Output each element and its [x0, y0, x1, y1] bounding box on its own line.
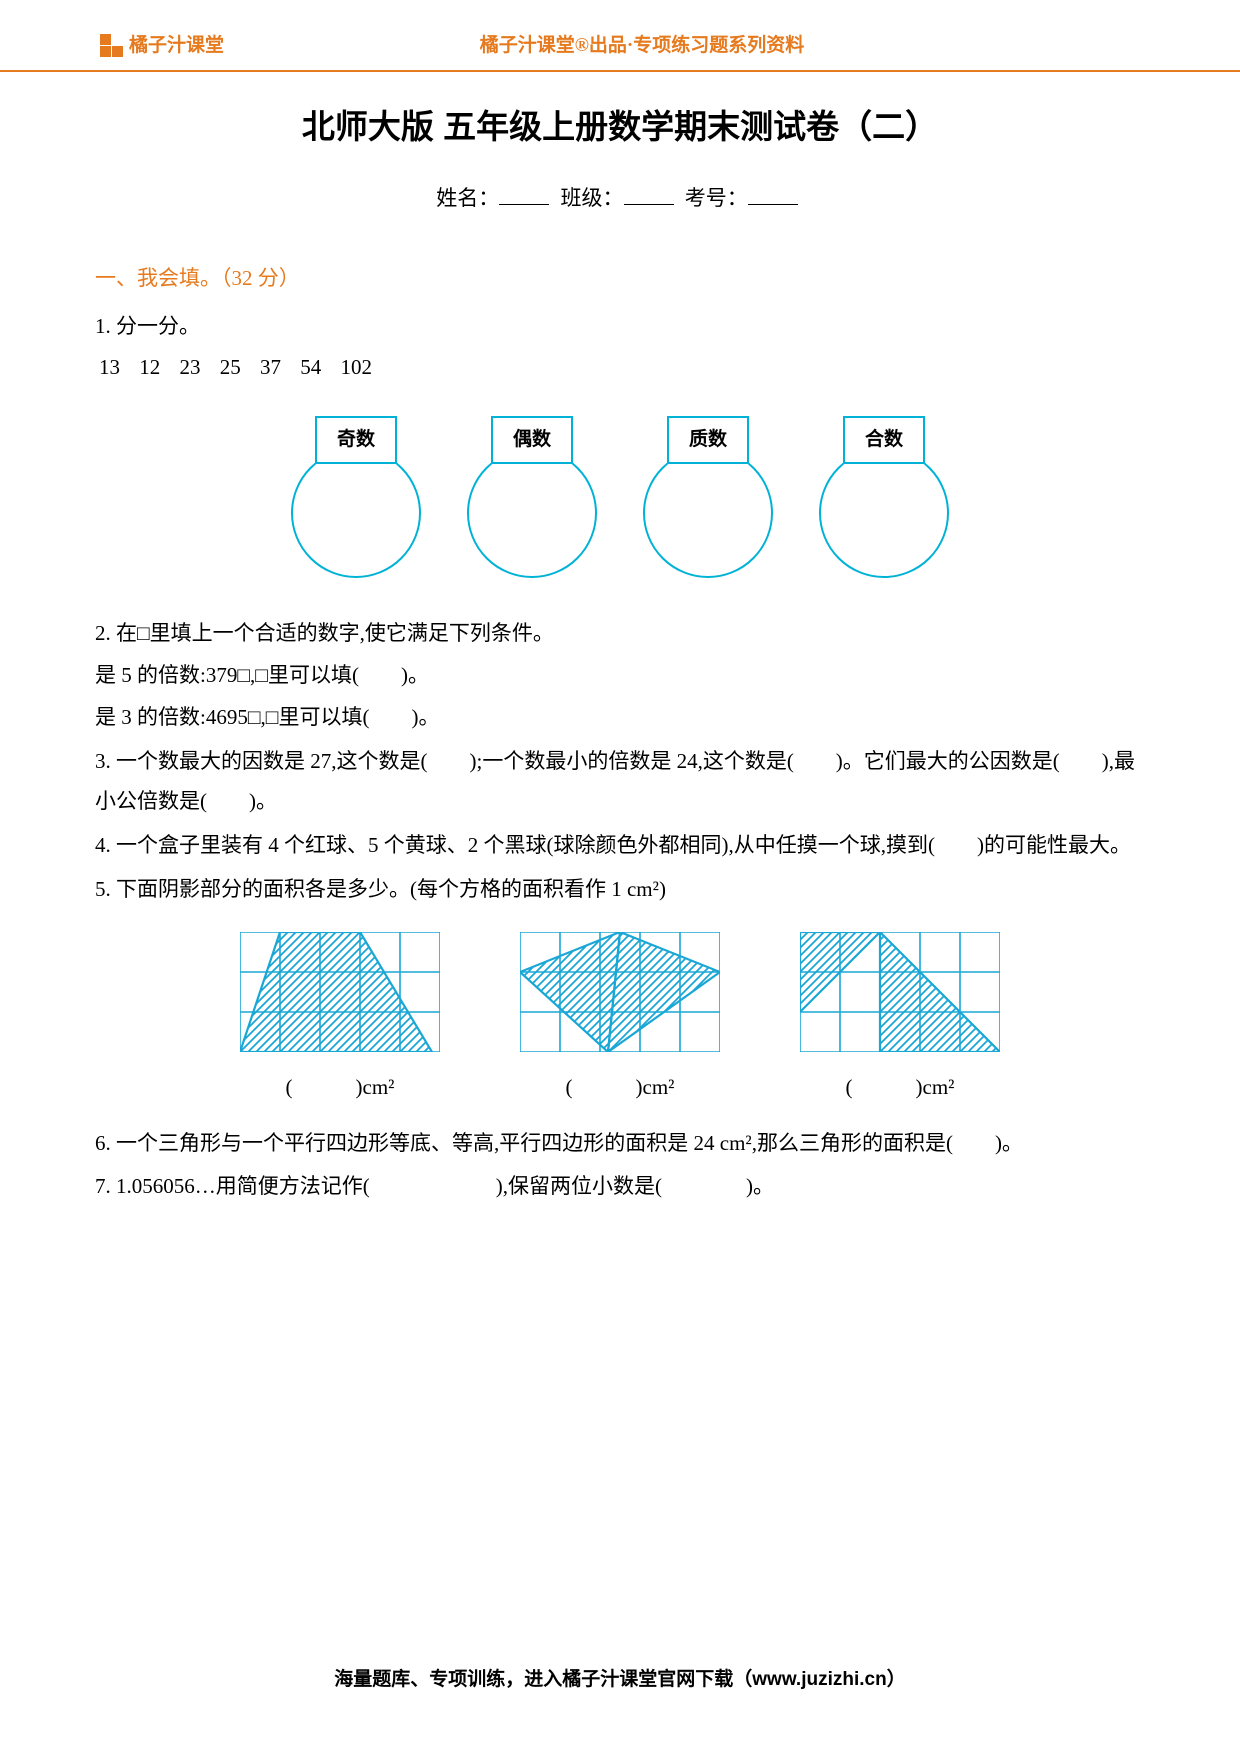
circle-group-odd: 奇数 — [291, 416, 421, 578]
grid-3-caption: ( )cm² — [846, 1068, 955, 1108]
grid-2: ( )cm² — [520, 932, 720, 1108]
paper-title: 北师大版 五年级上册数学期末测试卷（二） — [95, 96, 1145, 159]
question-3: 3. 一个数最大的因数是 27,这个数是( );一个数最小的倍数是 24,这个数… — [95, 742, 1145, 822]
name-blank[interactable] — [499, 204, 549, 205]
id-blank[interactable] — [748, 204, 798, 205]
grid-1: ( )cm² — [240, 932, 440, 1108]
question-2: 2. 在□里填上一个合适的数字,使它满足下列条件。 是 5 的倍数:379□,□… — [95, 614, 1145, 738]
circle-odd[interactable] — [291, 448, 421, 578]
grid-1-caption: ( )cm² — [286, 1068, 395, 1108]
grid-svg-3 — [800, 932, 1000, 1052]
page-footer: 海量题库、专项训练，进入橘子汁课堂官网下载（www.juzizhi.cn） — [0, 1662, 1240, 1698]
q1-circles: 奇数 偶数 质数 合数 — [95, 416, 1145, 578]
logo-icon — [100, 34, 124, 58]
circle-prime[interactable] — [643, 448, 773, 578]
q2-line-a: 2. 在□里填上一个合适的数字,使它满足下列条件。 — [95, 614, 1145, 654]
circle-group-composite: 合数 — [819, 416, 949, 578]
circle-label-even: 偶数 — [491, 416, 573, 464]
q5-label: 5. 下面阴影部分的面积各是多少。(每个方格的面积看作 1 cm²) — [95, 870, 1145, 910]
class-label: 班级： — [561, 186, 624, 210]
question-7: 7. 1.056056…用简便方法记作( ),保留两位小数是( )。 — [95, 1167, 1145, 1207]
circle-composite[interactable] — [819, 448, 949, 578]
brand-logo: 橘子汁课堂 — [100, 28, 224, 64]
student-info: 姓名： 班级： 考号： — [95, 179, 1145, 219]
circle-even[interactable] — [467, 448, 597, 578]
q2-line-b: 是 5 的倍数:379□,□里可以填( )。 — [95, 656, 1145, 696]
q5-grids: ( )cm² ( )cm² ( )cm² — [95, 932, 1145, 1108]
circle-group-even: 偶数 — [467, 416, 597, 578]
grid-2-caption: ( )cm² — [566, 1068, 675, 1108]
circle-label-prime: 质数 — [667, 416, 749, 464]
header-subtitle: 橘子汁课堂®出品·专项练习题系列资料 — [224, 28, 1140, 64]
id-label: 考号： — [685, 186, 748, 210]
question-5: 5. 下面阴影部分的面积各是多少。(每个方格的面积看作 1 cm²) ( )cm… — [95, 870, 1145, 1108]
circle-label-odd: 奇数 — [315, 416, 397, 464]
question-4: 4. 一个盒子里装有 4 个红球、5 个黄球、2 个黑球(球除颜色外都相同),从… — [95, 826, 1145, 866]
question-1: 1. 分一分。 13 12 23 25 37 54 102 奇数 偶数 质数 合… — [95, 307, 1145, 579]
grid-3: ( )cm² — [800, 932, 1000, 1108]
q1-label: 1. 分一分。 — [95, 307, 1145, 347]
main-content: 北师大版 五年级上册数学期末测试卷（二） 姓名： 班级： 考号： 一、我会填。（… — [0, 96, 1240, 1207]
class-blank[interactable] — [624, 204, 674, 205]
q1-numbers: 13 12 23 25 37 54 102 — [95, 348, 1145, 388]
section-1-heading: 一、我会填。（32 分） — [95, 259, 1145, 299]
logo-text: 橘子汁课堂 — [129, 28, 224, 64]
question-6: 6. 一个三角形与一个平行四边形等底、等高,平行四边形的面积是 24 cm²,那… — [95, 1124, 1145, 1164]
name-label: 姓名： — [436, 186, 499, 210]
circle-label-composite: 合数 — [843, 416, 925, 464]
grid-svg-1 — [240, 932, 440, 1052]
q2-line-c: 是 3 的倍数:4695□,□里可以填( )。 — [95, 698, 1145, 738]
grid-svg-2 — [520, 932, 720, 1052]
page-header: 橘子汁课堂 橘子汁课堂®出品·专项练习题系列资料 — [0, 0, 1240, 72]
circle-group-prime: 质数 — [643, 416, 773, 578]
